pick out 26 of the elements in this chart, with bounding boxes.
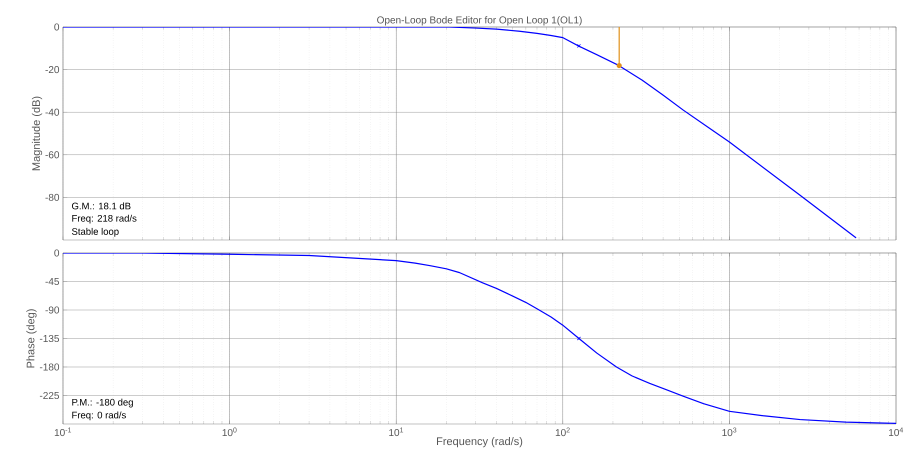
x-tick-label: 10$^{4}$ [889, 428, 904, 436]
y-tick-label: 0 [54, 249, 60, 257]
annotation: Freq: 0 rad/s [72, 411, 126, 420]
x-tick-label: 10$^{3}$ [722, 428, 736, 436]
y-tick-label: 0 [54, 23, 60, 31]
y-axis-title: Magnitude (dB) [32, 96, 42, 170]
y-tick-label: -225 [40, 392, 60, 400]
y-tick-label: -80 [45, 194, 60, 201]
annotation: G.M.: 18.1 dB [72, 202, 131, 210]
x-axis-title: Frequency (rad/s) [437, 437, 522, 448]
y-tick-label: -135 [40, 334, 60, 342]
x-tick-label: 10$^{0}$ [222, 428, 237, 436]
y-tick-label: -20 [45, 66, 60, 74]
annotation: Stable loop [72, 228, 119, 237]
annotation: Freq: 218 rad/s [72, 214, 136, 224]
y-tick-label: -60 [45, 151, 60, 158]
y-tick-label: -40 [45, 108, 60, 116]
annotation: P.M.: -180 deg [72, 398, 133, 408]
y-tick-label: -90 [45, 306, 60, 314]
y-axis-title: Phase (deg) [26, 309, 37, 368]
x-tick-label: 10$^{1}$ [389, 428, 404, 436]
x-tick-label: 10$^{-1}$ [54, 428, 72, 436]
chart-title: Open-Loop Bode Editor for Open Loop 1(OL1) [377, 16, 582, 26]
x-tick-label: 10$^{2}$ [556, 428, 570, 436]
y-tick-label: -45 [45, 278, 60, 285]
y-tick-label: -180 [40, 363, 60, 371]
